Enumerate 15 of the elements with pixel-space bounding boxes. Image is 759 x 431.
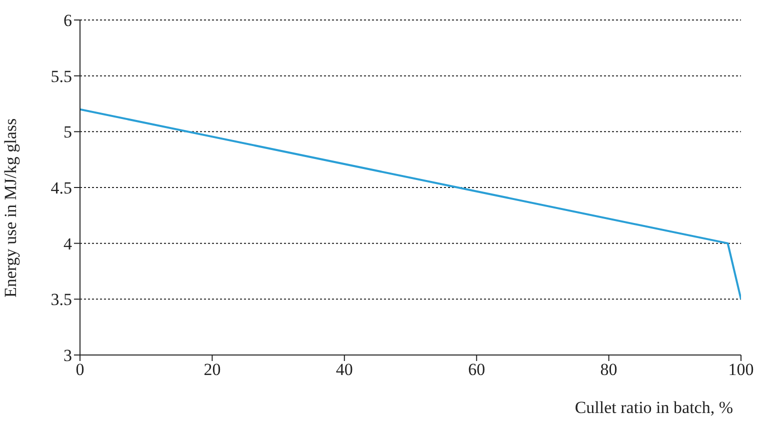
y-tick-label: 3.5 xyxy=(50,290,72,310)
y-tick-label: 4.5 xyxy=(50,178,72,198)
y-tick-label: 5.5 xyxy=(50,66,72,86)
x-tick-label: 40 xyxy=(336,360,353,380)
y-tick-label: 5 xyxy=(64,122,72,142)
y-axis-title: Energy use in MJ/kg glass xyxy=(1,118,20,298)
y-tick-label: 6 xyxy=(64,11,72,30)
y-tick-label: 3 xyxy=(64,346,72,366)
x-tick-label: 60 xyxy=(468,360,486,380)
x-tick-label: 80 xyxy=(600,360,618,380)
y-tick-label: 4 xyxy=(64,234,72,254)
x-tick-label: 100 xyxy=(728,360,754,380)
x-tick-label: 20 xyxy=(204,360,221,380)
x-axis-title: Cullet ratio in batch, % xyxy=(574,398,733,417)
x-tick-label: 0 xyxy=(76,360,84,380)
